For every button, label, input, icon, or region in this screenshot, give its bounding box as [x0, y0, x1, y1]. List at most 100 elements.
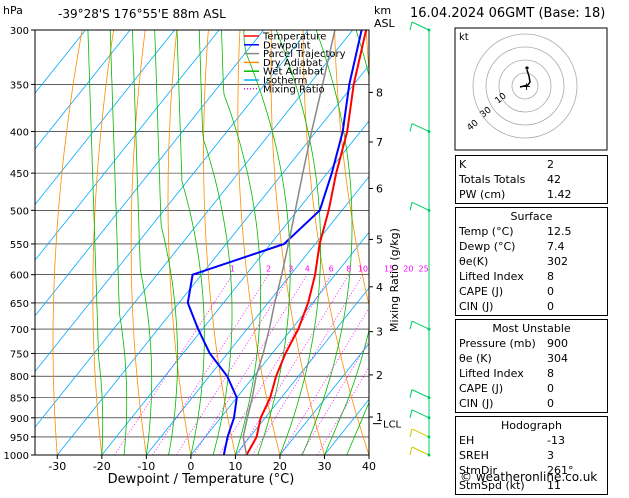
altitude-tick-label: 1 [376, 411, 383, 424]
pressure-tick-label: 600 [10, 271, 29, 282]
mixing-ratio-label: 25 [419, 265, 429, 274]
mu-theta-row: θe (K)304 [456, 351, 607, 366]
totals-totals-value: 42 [547, 172, 605, 187]
mu-li-label: Lifted Index [459, 366, 524, 381]
mixing-ratio-line [280, 275, 389, 455]
wet-adiabat-line [110, 30, 127, 455]
surface-dewp-label: Dewp (°C) [459, 239, 515, 254]
wind-barb [412, 429, 429, 437]
storm-motion-marker: + [522, 80, 531, 93]
mu-cin-value: 0 [547, 396, 605, 411]
mu-pressure-row: Pressure (mb)900 [456, 336, 607, 351]
surface-temp-value: 12.5 [547, 224, 605, 239]
surface-li-label: Lifted Index [459, 269, 524, 284]
surface-box: Surface Temp (°C)12.5 Dewp (°C)7.4 θe(K)… [455, 207, 608, 316]
wind-barb [412, 202, 429, 210]
wind-barb-point [428, 396, 431, 399]
mixing-ratio-label: 2 [266, 265, 271, 274]
altitude-tick-label: 3 [376, 326, 383, 339]
pressure-tick-label: 750 [10, 349, 29, 360]
mu-pressure-value: 900 [547, 336, 605, 351]
wind-barb [412, 321, 429, 329]
surface-cape-row: CAPE (J)0 [456, 284, 607, 299]
altitude-tick-label: 4 [376, 281, 383, 294]
mixing-ratio-label: 1 [230, 265, 235, 274]
mixing-ratio-label: 10 [358, 265, 368, 274]
pressure-tick-label: 500 [10, 206, 29, 217]
wind-barb-point [428, 435, 431, 438]
mixing-ratio-label: 3 [288, 265, 293, 274]
pw-label: PW (cm) [459, 187, 505, 202]
dry-adiabat-line [53, 30, 82, 455]
k-index-value: 2 [547, 157, 605, 172]
asl-unit-label: ASL [374, 17, 396, 30]
mixing-ratio-axis-label: Mixing Ratio (g/kg) [388, 228, 401, 332]
pressure-tick-label: 300 [10, 26, 29, 37]
wind-barb-flag [410, 410, 412, 418]
mixing-ratio-line [238, 275, 349, 455]
wind-barb-point [428, 454, 431, 457]
pressure-tick-label: 400 [10, 128, 29, 139]
pressure-tick-label: 350 [10, 80, 29, 91]
surface-cape-label: CAPE (J) [459, 284, 503, 299]
altitude-tick-label: 6 [376, 182, 383, 195]
hpa-unit-label: hPa [3, 4, 23, 17]
totals-totals-label: Totals Totals [459, 172, 525, 187]
x-axis-label: Dewpoint / Temperature (°C) [108, 472, 295, 486]
temperature-tick-label: 30 [317, 460, 331, 473]
wet-adiabat-line [133, 30, 152, 455]
wind-barb-flag [410, 202, 412, 210]
pressure-tick-label: 800 [10, 372, 29, 383]
temperature-tick-label: 40 [362, 460, 376, 473]
pw-row: PW (cm)1.42 [456, 187, 607, 202]
mu-li-value: 8 [547, 366, 605, 381]
mu-cape-row: CAPE (J)0 [456, 381, 607, 396]
mu-cin-label: CIN (J) [459, 396, 493, 411]
datetime-label: 16.04.2024 06GMT (Base: 18) [410, 6, 605, 21]
wind-barb-flag [410, 429, 412, 437]
surface-title: Surface [456, 209, 607, 224]
wind-barb-point [428, 416, 431, 419]
wind-barb-point [428, 209, 431, 212]
mu-cape-value: 0 [547, 381, 605, 396]
mu-cin-row: CIN (J) 0 [456, 396, 607, 411]
altitude-tick-label: 8 [376, 86, 383, 99]
surface-theta-value: 302 [547, 254, 605, 269]
surface-temp-row: Temp (°C)12.5 [456, 224, 607, 239]
sreh-label: SREH [459, 448, 489, 463]
wind-barb [412, 410, 429, 418]
pressure-tick-label: 900 [10, 414, 29, 425]
eh-value: -13 [547, 433, 605, 448]
mu-li-row: Lifted Index 8 [456, 366, 607, 381]
mu-theta-value: 304 [547, 351, 605, 366]
hodograph: kt 40 30 10 + [455, 28, 607, 150]
hodograph-unit: kt [459, 32, 469, 43]
mixing-ratio-line [317, 275, 423, 455]
km-unit-label: km [374, 4, 391, 17]
wind-barb-point [428, 328, 431, 331]
mixing-ratio-label: 6 [329, 265, 334, 274]
surface-cin-value: 0 [547, 299, 605, 314]
wind-barb-flag [410, 124, 412, 132]
dry-adiabat-line [93, 30, 114, 455]
surface-cin-row: CIN (J)0 [456, 299, 607, 314]
totals-totals-row: Totals Totals 42 [456, 172, 607, 187]
surface-dewp-value: 7.4 [547, 239, 605, 254]
location-title: -39°28'S 176°55'E 88m ASL [58, 7, 226, 21]
dry-adiabat-line [204, 30, 236, 455]
eh-label: EH [459, 433, 474, 448]
k-index-label: K [459, 157, 466, 172]
eh-row: EH -13 [456, 433, 607, 448]
copyright-footer: © weatheronline.co.uk [460, 470, 597, 484]
mixing-ratio-label: 4 [305, 265, 310, 274]
wind-barb [412, 124, 429, 132]
mixing-ratio-label: 8 [346, 265, 351, 274]
hodograph-point [525, 66, 528, 69]
wind-barb-flag [410, 390, 412, 398]
wind-barb-flag [410, 447, 412, 455]
